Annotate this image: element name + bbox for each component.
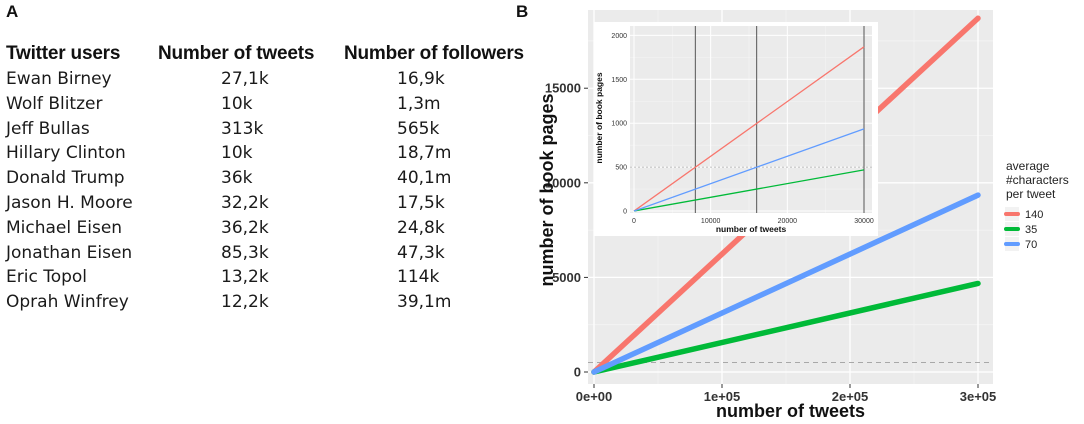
series-line-70: [591, 192, 981, 375]
legend-title-line: per tweet: [1006, 187, 1056, 201]
inset-y-tick-label: 1000: [611, 121, 627, 128]
inset-y-tick-label: 0: [623, 209, 627, 216]
panel-b-label: B: [516, 2, 529, 21]
table-cell-followers: 16,9k: [397, 69, 445, 89]
table-cell-followers: 17,5k: [397, 193, 445, 213]
table-cell-followers: 39,1m: [397, 292, 452, 313]
x-tick-label: 2e+05: [832, 389, 869, 404]
twitter-users-table: Twitter users Number of tweets Number of…: [6, 43, 524, 313]
legend-title-line: average: [1006, 159, 1050, 173]
header-twitter-users: Twitter users: [6, 43, 121, 64]
legend-label-35: 35: [1025, 224, 1037, 236]
y-tick-label: 0: [574, 365, 581, 380]
table-cell-followers: 40,1m: [397, 168, 452, 189]
table-cell-followers: 18,7m: [397, 143, 452, 164]
series-line-35: [591, 280, 981, 375]
inset-panel-background: [630, 26, 872, 213]
inset-x-tick-label: 0: [632, 218, 636, 225]
table-cell-followers: 47,3k: [397, 242, 445, 263]
table-cell-user: Jason H. Moore: [6, 193, 133, 213]
table-cell-tweets: 10k: [221, 143, 253, 164]
y-tick-label: 5000: [552, 270, 581, 285]
legend-label-70: 70: [1025, 239, 1037, 251]
header-number-of-tweets: Number of tweets: [158, 43, 315, 64]
inset-y-axis: 0 500 1000 1500 2000: [611, 33, 627, 216]
inset-series-line-35: [633, 169, 865, 212]
table-cell-followers: 565k: [397, 118, 440, 139]
x-tick-label: 0e+00: [576, 389, 613, 404]
table-cell-followers: 1,3m: [397, 93, 441, 114]
inset-y-tick-label: 500: [615, 165, 627, 172]
main-y-axis: 0 5000 10000 15000: [545, 81, 588, 380]
legend-title: average #characters per tweet: [1006, 159, 1069, 201]
table-cell-user: Jeff Bullas: [6, 118, 90, 139]
x-tick-label: 3e+05: [960, 389, 997, 404]
table-cell-tweets: 32,2k: [221, 193, 269, 213]
inset-y-tick-label: 2000: [611, 33, 627, 40]
inset-x-axis: 0 10000 20000 30000: [632, 218, 874, 225]
table-cell-user: Jonathan Eisen: [6, 242, 133, 263]
inset-series-group: [633, 46, 865, 212]
table-cell-tweets: 85,3k: [221, 242, 269, 263]
table-cell-user: Ewan Birney: [6, 69, 112, 89]
table-cell-tweets: 12,2k: [221, 292, 269, 313]
inset-x-axis-title: number of tweets: [716, 224, 787, 234]
inset-series-line-140: [633, 46, 865, 212]
table-cell-user: Oprah Winfrey: [6, 292, 129, 313]
legend-title-line: #characters: [1006, 173, 1069, 187]
table-cell-followers: 114k: [397, 267, 440, 288]
table-cell-tweets: 27,1k: [221, 69, 269, 89]
table-cell-user: Hillary Clinton: [6, 143, 126, 164]
y-axis-title: number of book pages: [537, 93, 557, 286]
legend: average #characters per tweet 140 35 70: [1004, 159, 1069, 251]
inset-x-tick-label: 20000: [778, 218, 798, 225]
table-cell-user: Eric Topol: [6, 267, 88, 288]
inset-x-tick-label: 30000: [854, 218, 874, 225]
inset-y-tick-label: 1500: [611, 77, 627, 84]
table-cell-tweets: 13,2k: [221, 267, 269, 288]
table-cell-user: Donald Trump: [6, 168, 125, 189]
legend-label-140: 140: [1025, 209, 1043, 221]
y-tick-label: 10000: [545, 175, 581, 190]
inset-x-tick-label: 10000: [701, 218, 721, 225]
table-cell-tweets: 313k: [221, 118, 264, 139]
inset-y-axis-title: number of book pages: [594, 72, 604, 163]
inset-series-line-70: [633, 128, 865, 212]
panel-a-label: A: [6, 2, 19, 21]
table-cell-tweets: 36,2k: [221, 217, 269, 238]
table-cell-tweets: 36k: [221, 168, 253, 189]
x-tick-label: 1e+05: [704, 389, 741, 404]
table-cell-followers: 24,8k: [397, 217, 445, 238]
y-tick-label: 15000: [545, 81, 581, 96]
table-cell-user: Michael Eisen: [6, 217, 123, 238]
table-cell-tweets: 10k: [221, 93, 253, 114]
header-number-of-followers: Number of followers: [344, 43, 524, 64]
main-x-axis: 0e+00 1e+05 2e+05 3e+05: [576, 384, 997, 404]
x-axis-title: number of tweets: [716, 401, 865, 421]
table-cell-user: Wolf Blitzer: [6, 93, 103, 114]
